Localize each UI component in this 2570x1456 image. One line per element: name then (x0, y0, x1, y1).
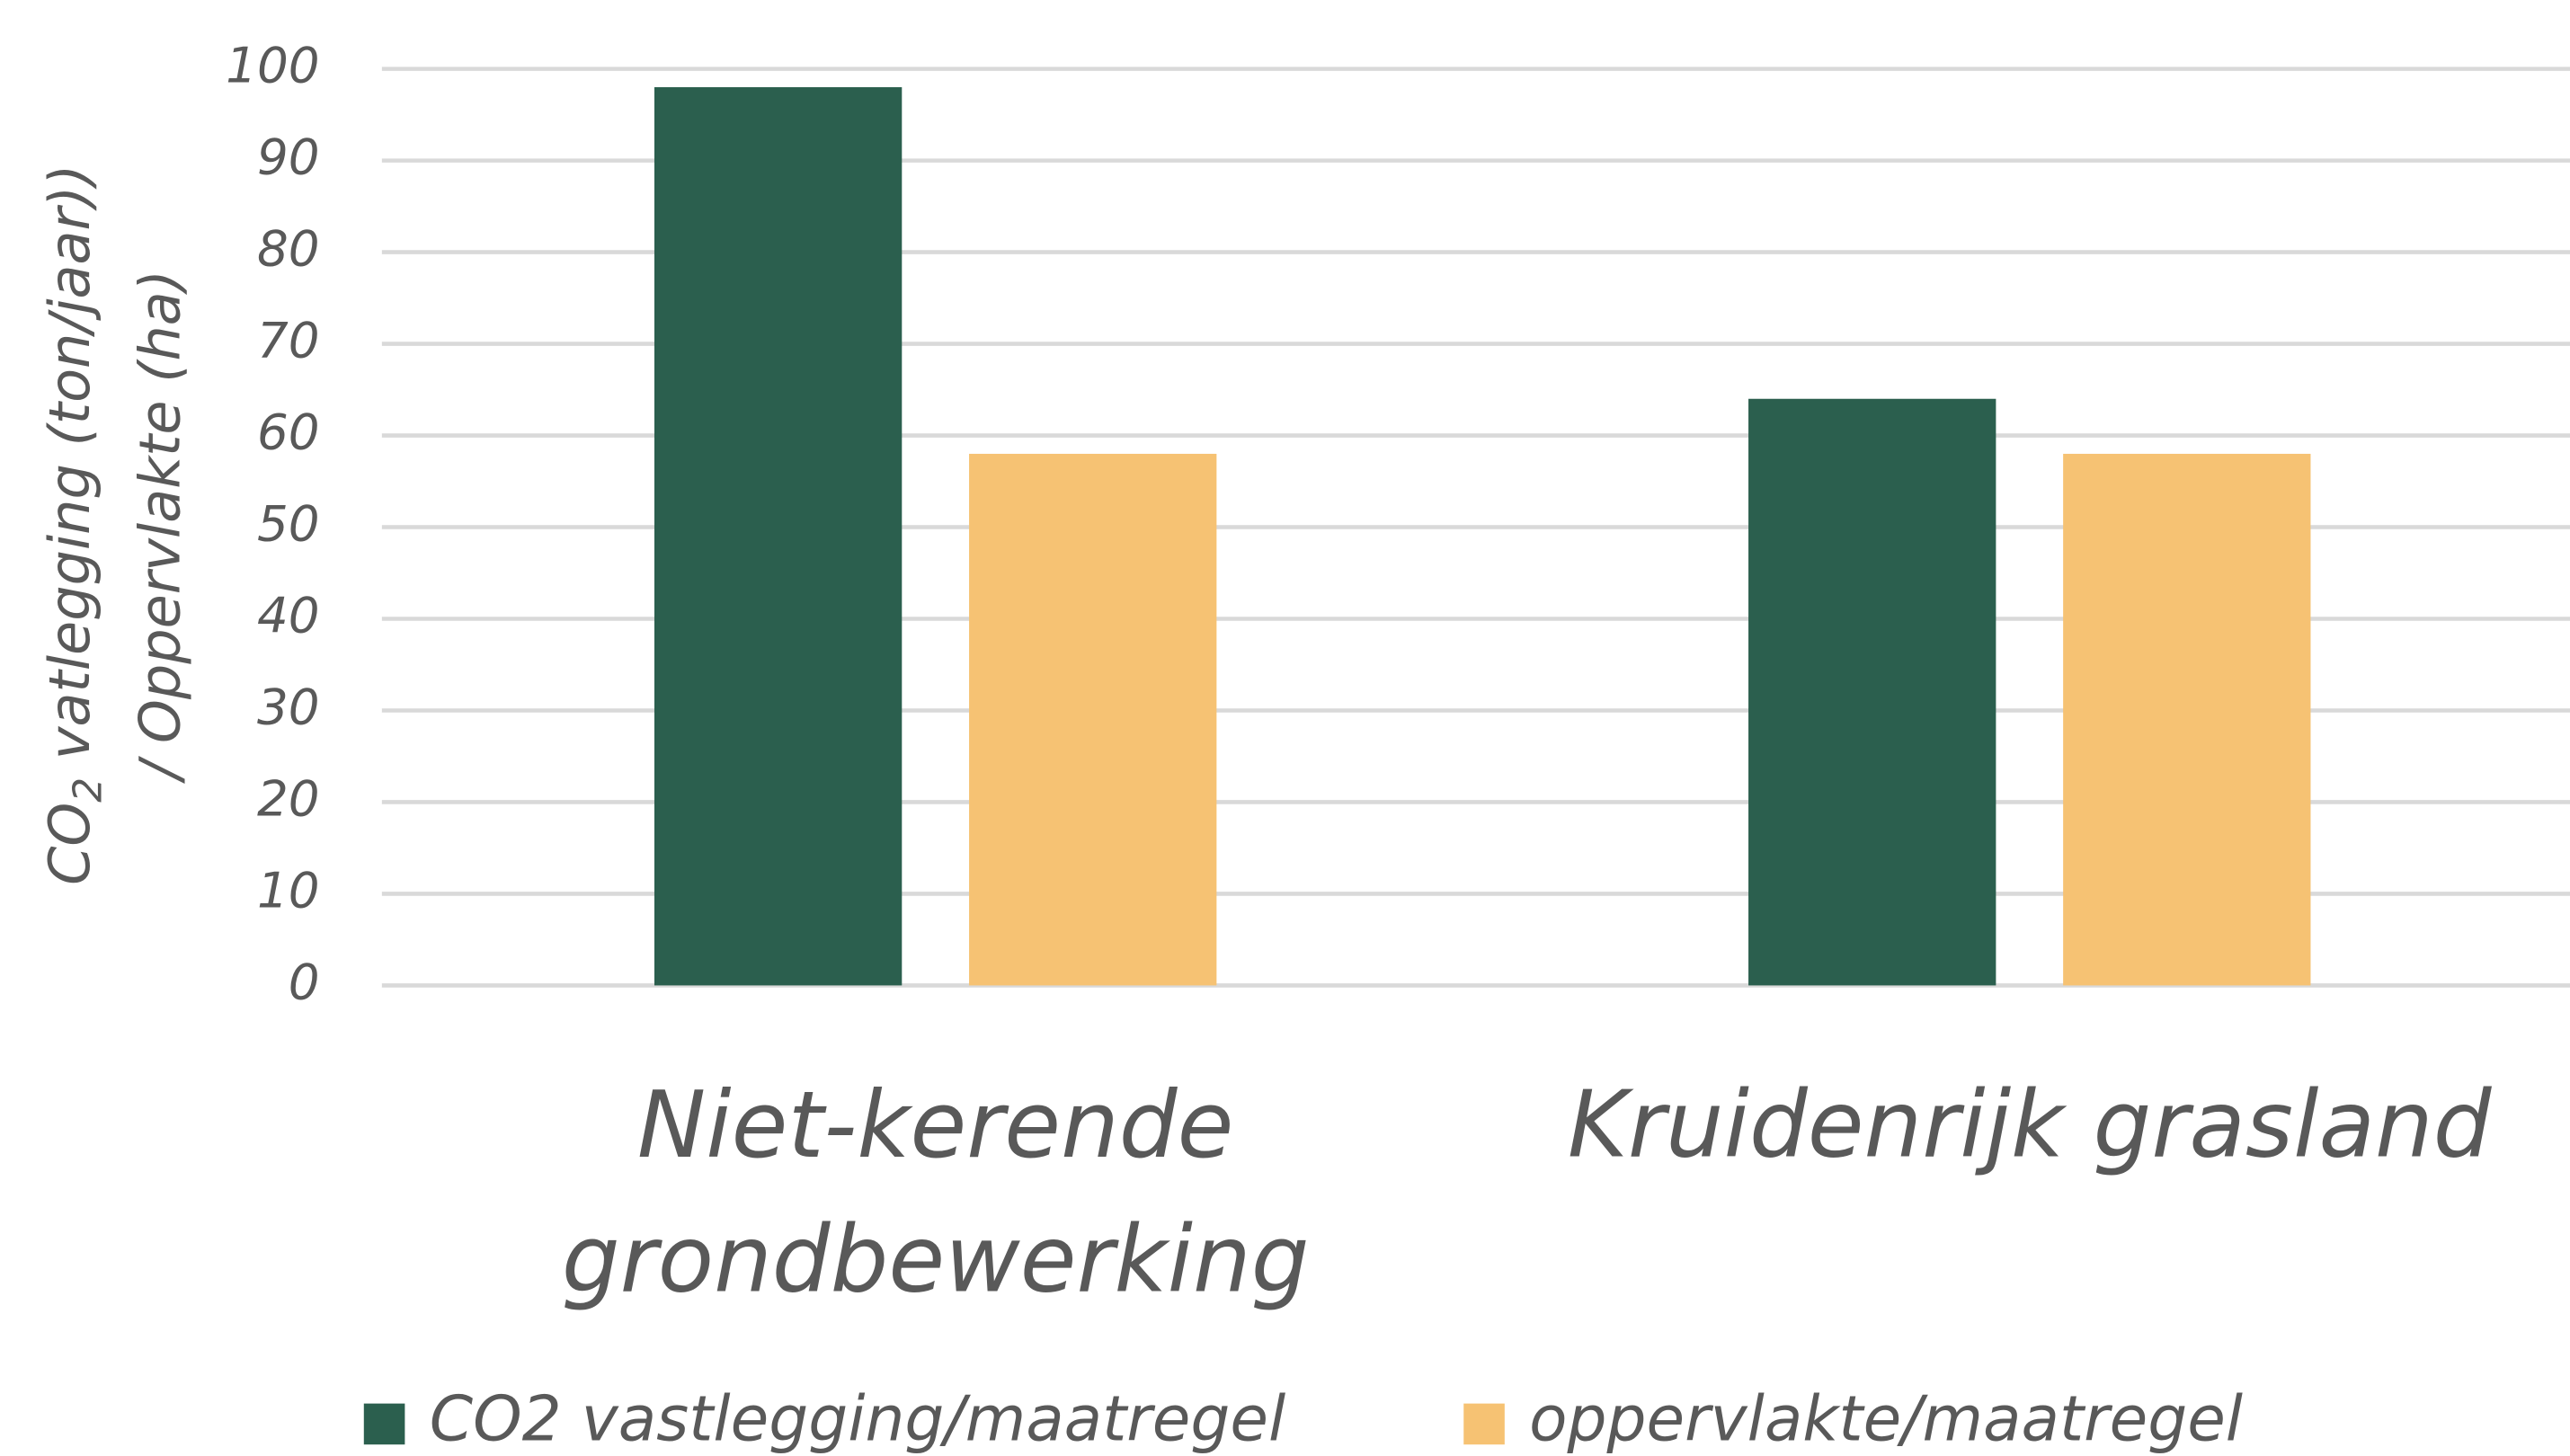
legend-swatch (1463, 1403, 1505, 1445)
y-axis-label-subscript: 2 (65, 777, 111, 803)
bar (969, 453, 1217, 986)
bar (654, 87, 903, 986)
legend-label: oppervlakte/maatregel (1529, 1384, 2243, 1456)
y-tick-label: 0 (289, 954, 320, 1011)
x-tick-label-line: grondbewerking (562, 1206, 1310, 1313)
bar (1748, 398, 1996, 986)
x-tick-label-line: Niet-kerende (637, 1072, 1233, 1179)
y-axis-label-part: vatlegging (ton/jaar)) (37, 164, 102, 777)
y-axis-label-part: CO (37, 803, 102, 885)
bar (2063, 453, 2311, 986)
y-tick-label: 90 (257, 129, 320, 186)
y-tick-label: 30 (257, 679, 320, 736)
y-tick-label: 10 (257, 862, 320, 919)
legend-label: CO2 vastlegging/maatregel (430, 1384, 1286, 1456)
y-tick-label: 60 (257, 404, 320, 461)
y-tick-label: 70 (257, 312, 320, 369)
y-tick-label: 80 (257, 220, 320, 278)
legend-swatch (363, 1403, 405, 1445)
y-tick-label: 100 (226, 37, 319, 94)
y-tick-label: 20 (257, 770, 320, 828)
x-tick-label: Niet-kerende grondbewerking (562, 1072, 1310, 1314)
y-tick-label: 40 (257, 587, 320, 644)
y-axis-label: CO2 vatlegging (ton/jaar)) (37, 164, 111, 885)
y-tick-label: 50 (257, 495, 320, 553)
y-axis-label: / Oppervlakte (ha) (127, 270, 192, 785)
x-tick-label: Kruidenrijk grasland (1568, 1072, 2493, 1179)
